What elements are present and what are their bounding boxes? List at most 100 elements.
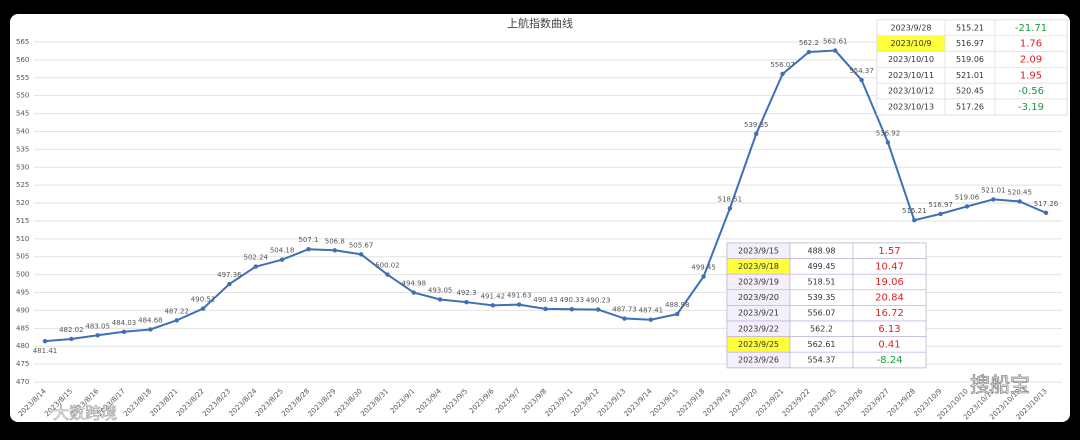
data-label: 484.68 bbox=[138, 316, 163, 324]
data-point bbox=[938, 211, 943, 217]
data-label: 493.05 bbox=[428, 287, 453, 295]
y-tick-label: 540 bbox=[16, 127, 29, 135]
data-label: 506.8 bbox=[325, 237, 345, 245]
table-text: 2023/10/10 bbox=[888, 55, 934, 64]
data-label: 520.45 bbox=[1007, 188, 1032, 196]
data-label: 536.92 bbox=[876, 129, 901, 137]
data-label: 504.18 bbox=[270, 247, 295, 255]
data-label: 562.2 bbox=[799, 39, 819, 47]
data-point bbox=[490, 303, 496, 308]
table-text: 521.01 bbox=[956, 71, 984, 80]
data-label: 490.33 bbox=[560, 296, 585, 304]
data-point bbox=[411, 290, 416, 295]
data-point bbox=[200, 306, 206, 311]
data-label: 502.24 bbox=[243, 254, 268, 262]
data-point bbox=[885, 140, 891, 145]
data-point bbox=[437, 297, 443, 302]
table-text: 515.21 bbox=[956, 23, 984, 32]
data-point bbox=[595, 307, 601, 312]
table-text: 2.09 bbox=[1020, 55, 1042, 66]
data-point bbox=[69, 336, 74, 342]
watermark: 大数跨境 bbox=[53, 404, 117, 423]
data-label: 500.02 bbox=[375, 262, 400, 270]
data-label: 539.35 bbox=[744, 121, 769, 129]
data-point bbox=[675, 311, 680, 317]
table-text: 20.84 bbox=[875, 293, 904, 304]
data-label: 487.73 bbox=[612, 306, 637, 314]
y-tick-label: 565 bbox=[16, 38, 29, 46]
table-text: -21.71 bbox=[1015, 23, 1047, 34]
table-text: 518.51 bbox=[808, 278, 836, 287]
data-point bbox=[622, 316, 627, 321]
data-label: 491.42 bbox=[481, 292, 506, 300]
data-label: 517.26 bbox=[1034, 200, 1059, 208]
table-text: 488.98 bbox=[808, 246, 836, 255]
table-text: 2023/9/26 bbox=[738, 356, 779, 365]
table-text: 2023/9/28 bbox=[890, 23, 931, 32]
data-label: 483.05 bbox=[85, 322, 110, 330]
table-text: 2023/10/13 bbox=[888, 102, 934, 111]
data-label: 515.21 bbox=[902, 207, 927, 215]
data-point bbox=[648, 317, 654, 322]
data-label: 484.03 bbox=[112, 319, 137, 327]
data-label: 490.23 bbox=[586, 297, 611, 305]
table-text: 2023/10/11 bbox=[888, 71, 934, 80]
data-label: 518.51 bbox=[718, 195, 743, 203]
data-label: 507.1 bbox=[298, 236, 318, 244]
y-tick-label: 510 bbox=[16, 235, 29, 243]
data-label: 554.37 bbox=[849, 67, 874, 75]
table-text: 2023/9/22 bbox=[738, 324, 779, 333]
y-tick-label: 505 bbox=[16, 253, 29, 261]
table-text: 0.41 bbox=[878, 339, 900, 350]
data-label: 494.98 bbox=[402, 280, 427, 288]
y-tick-label: 485 bbox=[16, 324, 29, 332]
table-text: 16.72 bbox=[875, 308, 904, 319]
table-text: 1.57 bbox=[878, 246, 900, 257]
data-label: 505.67 bbox=[349, 241, 374, 249]
data-label: 487.41 bbox=[639, 307, 664, 315]
data-point bbox=[543, 306, 548, 312]
y-tick-label: 500 bbox=[16, 271, 29, 279]
table-text: 539.35 bbox=[808, 293, 836, 302]
chart-title: 上航指数曲线 bbox=[507, 16, 573, 30]
table-text: 516.97 bbox=[956, 39, 984, 48]
y-tick-label: 530 bbox=[16, 163, 29, 171]
table-text: 10.47 bbox=[875, 261, 904, 272]
data-label: 497.36 bbox=[217, 271, 242, 279]
data-label: 516.97 bbox=[928, 201, 953, 209]
y-tick-label: 525 bbox=[16, 181, 29, 189]
table-text: -0.56 bbox=[1018, 86, 1044, 97]
y-tick-label: 475 bbox=[16, 360, 29, 368]
table-text: 6.13 bbox=[878, 324, 900, 335]
data-point bbox=[833, 48, 838, 53]
data-point bbox=[332, 248, 337, 253]
data-point bbox=[964, 204, 970, 209]
data-label: 487.22 bbox=[164, 307, 189, 315]
table-text: 519.06 bbox=[956, 55, 984, 64]
data-point bbox=[253, 264, 258, 269]
data-label: 556.07 bbox=[770, 61, 795, 69]
watermark: 搜船宝 bbox=[970, 373, 1030, 397]
data-label: 499.45 bbox=[691, 264, 716, 272]
data-point bbox=[95, 333, 100, 338]
data-label: 481.41 bbox=[33, 347, 58, 355]
table-text: 556.07 bbox=[808, 309, 836, 318]
data-point bbox=[569, 307, 575, 312]
table-cell bbox=[994, 98, 1068, 116]
table-text: 554.37 bbox=[808, 356, 836, 365]
data-point bbox=[780, 71, 785, 77]
data-point bbox=[1017, 199, 1022, 204]
data-label: 482.02 bbox=[59, 326, 84, 334]
data-point bbox=[121, 329, 127, 334]
data-point bbox=[991, 197, 996, 202]
table-text: 2023/9/15 bbox=[738, 246, 779, 255]
data-point bbox=[227, 281, 232, 287]
data-point bbox=[516, 302, 522, 307]
y-tick-label: 560 bbox=[16, 56, 29, 64]
data-point bbox=[279, 257, 285, 262]
y-tick-label: 520 bbox=[16, 199, 29, 207]
table-text: 19.06 bbox=[875, 277, 904, 288]
data-label: 491.63 bbox=[507, 292, 532, 300]
table-text: 2023/9/18 bbox=[738, 262, 779, 271]
table-text: 2023/10/12 bbox=[888, 87, 934, 96]
